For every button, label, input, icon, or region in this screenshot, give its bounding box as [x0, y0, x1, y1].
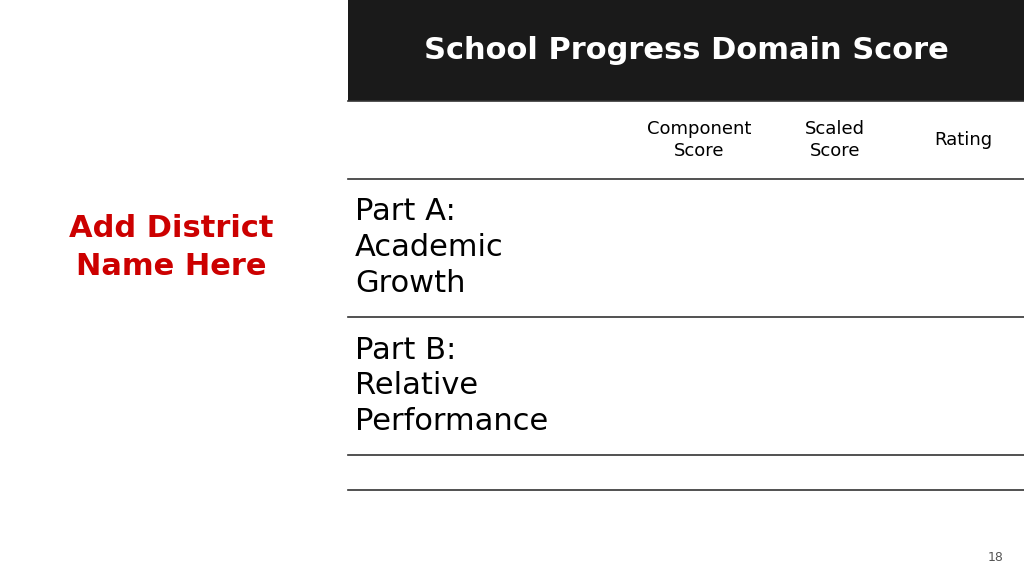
Text: Add District
Name Here: Add District Name Here: [70, 214, 273, 281]
Text: Part A:
Academic
Growth: Part A: Academic Growth: [355, 197, 504, 298]
Text: Rating: Rating: [934, 131, 992, 149]
Text: Component
Score: Component Score: [647, 120, 752, 160]
Text: School Progress Domain Score: School Progress Domain Score: [424, 36, 948, 65]
Text: 18: 18: [988, 551, 1004, 564]
Bar: [348, 0, 1024, 101]
Text: Part B:
Relative
Performance: Part B: Relative Performance: [355, 335, 548, 437]
Text: Scaled
Score: Scaled Score: [805, 120, 864, 160]
